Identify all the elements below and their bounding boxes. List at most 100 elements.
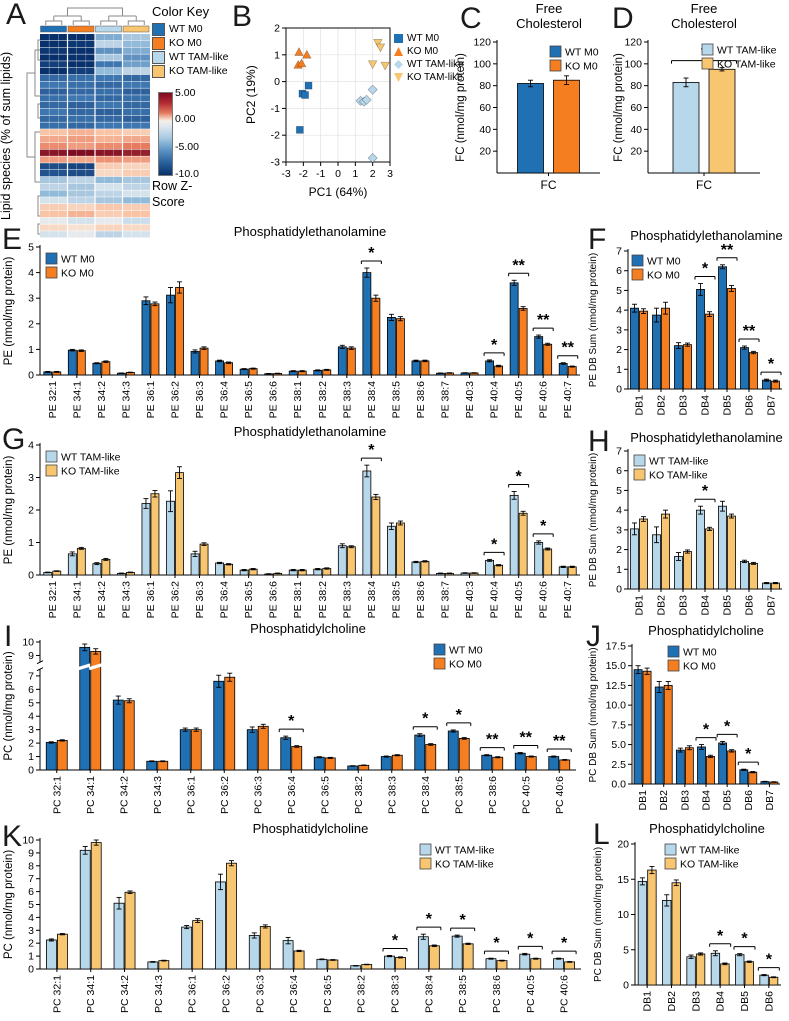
bar-ko-tam-like	[720, 963, 730, 986]
chart-title: Free Cholesterol	[516, 1, 582, 31]
dendrogram-branch	[72, 20, 90, 25]
legend-swatch	[549, 59, 562, 72]
heatmap-cell	[67, 183, 95, 190]
svg-text:KO TAM-like: KO TAM-like	[680, 859, 739, 871]
svg-text:PE 38:4: PE 38:4	[366, 381, 378, 419]
panel-k: 0 1 2 3 4 5 6 7 8 9 10 PC (nmol/mg protein) * * * * * * PC…	[0, 820, 589, 1021]
svg-text:PE (nmol/mg protein): PE (nmol/mg protein)	[3, 257, 15, 366]
heatmap-cell	[95, 231, 123, 238]
svg-text:DB4: DB4	[715, 991, 727, 1012]
legend-label: WT TAM-like	[407, 59, 464, 70]
legend-swatch	[664, 843, 677, 856]
panel-f: 0 1 2 3 4 5 6 7 PE DB Sum (nmol/mg protein) * ** **…	[584, 225, 789, 425]
dendrogram-branch	[37, 223, 40, 235]
svg-text:DB7: DB7	[766, 595, 778, 616]
heatmap-cell	[40, 217, 68, 224]
square-marker-icon	[394, 34, 403, 43]
pe-species-tam-chart: 0 1 2 3 4 PE (nmol/mg protein) * * * * PE 32:1 PE 3…	[3, 440, 580, 619]
legend-swatch	[701, 43, 714, 56]
heatmap-cell	[95, 54, 123, 61]
heatmap-cell	[95, 190, 123, 197]
legend-label: KO M0	[407, 46, 439, 57]
legend-swatch	[633, 468, 646, 481]
svg-text:PC 34:1: PC 34:1	[85, 776, 97, 814]
svg-text:5: 5	[28, 697, 34, 709]
legend-item-ko-m0: KO M0	[394, 45, 464, 58]
heatmap-cell	[40, 122, 68, 129]
svg-text:PE 38:2: PE 38:2	[317, 581, 329, 619]
bar-ko-m0	[553, 79, 580, 174]
heatmap-cell	[67, 54, 95, 61]
svg-text:0: 0	[28, 370, 34, 382]
svg-text:*: *	[288, 713, 295, 730]
bar-ko-m0	[705, 313, 714, 390]
bar-wt-m0	[558, 363, 568, 376]
dendrogram-branch	[37, 39, 40, 61]
bar-wt-tam-like	[485, 958, 497, 970]
bar-wt-m0	[213, 680, 225, 771]
chart-title: Phosphatidylcholine	[648, 623, 764, 638]
legend-swatch	[45, 266, 58, 279]
svg-text:PC 38:5: PC 38:5	[457, 975, 469, 1013]
bar-ko-tam-like	[192, 920, 204, 970]
bar-wt-tam-like	[759, 974, 769, 986]
svg-text:40: 40	[479, 124, 491, 136]
bar-wt-m0	[674, 345, 683, 390]
heatmap-cell	[95, 129, 123, 136]
svg-text:DB1: DB1	[642, 991, 654, 1012]
svg-text:7: 7	[28, 873, 34, 885]
heatmap-cell	[95, 47, 123, 54]
bar-ko-m0	[190, 729, 202, 771]
bar-wt-tam-like	[147, 961, 159, 970]
heatmap-cell	[95, 149, 123, 156]
dendrogram-branch	[37, 195, 40, 217]
point-ko-m0	[294, 47, 304, 56]
svg-text:PE 40:5: PE 40:5	[513, 581, 525, 619]
svg-text:DB1: DB1	[634, 595, 646, 616]
bar-ko-tam-like	[530, 958, 542, 970]
point-ko-m0	[302, 49, 312, 59]
heatmap-cell	[122, 163, 150, 170]
bar-wt-m0	[387, 317, 396, 376]
svg-text:2: 2	[616, 344, 622, 356]
wt-m0-label: WT M0	[169, 23, 203, 35]
svg-text:**: **	[743, 323, 756, 340]
svg-text:3: 3	[28, 925, 34, 937]
heatmap-cell	[67, 68, 95, 75]
bar-ko-tam-like	[101, 558, 111, 576]
svg-text:9: 9	[28, 847, 34, 859]
colorbar-tick-neg10: -10.0	[175, 168, 199, 180]
bar-ko-m0	[727, 288, 736, 390]
svg-text:PC 36:4: PC 36:4	[288, 975, 300, 1013]
svg-text:PE 38:5: PE 38:5	[390, 381, 402, 419]
heatmap-cell	[67, 149, 95, 156]
heatmap-cell	[122, 68, 150, 75]
svg-text:0.0: 0.0	[611, 779, 626, 791]
bar-ko-tam-like	[259, 926, 271, 970]
heatmap-cell	[40, 149, 68, 156]
bar-wt-tam-like	[181, 926, 193, 970]
heatmap-cell	[67, 197, 95, 204]
svg-text:PE 38:1: PE 38:1	[292, 581, 304, 619]
bar-wt-tam-like	[190, 553, 200, 576]
heatmap-cell	[122, 115, 150, 122]
svg-text:DB5: DB5	[722, 790, 734, 811]
heatmap-cell	[67, 163, 95, 170]
svg-text:7: 7	[616, 446, 622, 458]
svg-text:DB4: DB4	[700, 395, 712, 416]
legend-item-ko-tam: KO TAM-like	[394, 71, 464, 84]
heatmap-cell	[40, 34, 68, 41]
heatmap-cell	[95, 102, 123, 109]
bar-ko-tam-like	[226, 862, 237, 970]
bar-ko-tam-like	[647, 869, 657, 986]
bar-ko-m0	[567, 366, 577, 376]
panel-l: 0 5 10 15 20 PC DB Sum (nmol/mg protein) * * * DB…	[589, 820, 789, 1021]
svg-text:2: 2	[370, 168, 376, 180]
svg-text:DB6: DB6	[744, 395, 756, 416]
svg-text:DB2: DB2	[656, 395, 668, 416]
bar-ko-m0	[157, 760, 169, 771]
svg-text:PE 36:4: PE 36:4	[219, 581, 231, 619]
svg-text:KO M0: KO M0	[449, 659, 482, 671]
